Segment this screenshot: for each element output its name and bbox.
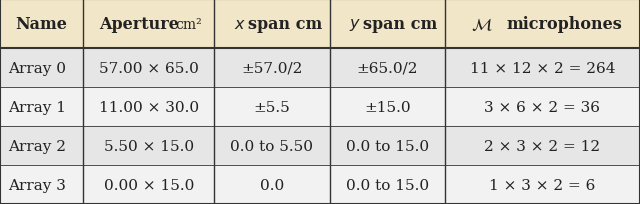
Text: Aperture: Aperture bbox=[99, 16, 179, 33]
Text: 0.00 × 15.0: 0.00 × 15.0 bbox=[104, 178, 194, 192]
Text: 2 × 3 × 2 = 12: 2 × 3 × 2 = 12 bbox=[484, 139, 600, 153]
Text: 0.0 to 5.50: 0.0 to 5.50 bbox=[230, 139, 314, 153]
Bar bbox=[0, 0, 640, 49]
Text: $x$: $x$ bbox=[234, 17, 246, 32]
Text: Array 0: Array 0 bbox=[8, 61, 66, 75]
Bar bbox=[0, 49, 640, 88]
Text: Name: Name bbox=[15, 16, 68, 33]
Text: Array 3: Array 3 bbox=[8, 178, 65, 192]
Text: 11 × 12 × 2 = 264: 11 × 12 × 2 = 264 bbox=[470, 61, 615, 75]
Text: span cm: span cm bbox=[363, 16, 437, 33]
Bar bbox=[0, 88, 640, 126]
Text: ±65.0/2: ±65.0/2 bbox=[356, 61, 418, 75]
Text: $y$: $y$ bbox=[349, 17, 361, 32]
Text: $\mathcal{M}$: $\mathcal{M}$ bbox=[471, 16, 492, 33]
Text: cm²: cm² bbox=[176, 18, 202, 31]
Text: 5.50 × 15.0: 5.50 × 15.0 bbox=[104, 139, 194, 153]
Text: ±15.0: ±15.0 bbox=[364, 100, 410, 114]
Bar bbox=[0, 126, 640, 165]
Text: 0.0 to 15.0: 0.0 to 15.0 bbox=[346, 178, 429, 192]
Text: ±5.5: ±5.5 bbox=[253, 100, 291, 114]
Text: 0.0: 0.0 bbox=[260, 178, 284, 192]
Text: 1 × 3 × 2 = 6: 1 × 3 × 2 = 6 bbox=[489, 178, 596, 192]
Text: microphones: microphones bbox=[507, 16, 623, 33]
Text: 57.00 × 65.0: 57.00 × 65.0 bbox=[99, 61, 199, 75]
Text: 0.0 to 15.0: 0.0 to 15.0 bbox=[346, 139, 429, 153]
Text: ±57.0/2: ±57.0/2 bbox=[241, 61, 303, 75]
Text: 3 × 6 × 2 = 36: 3 × 6 × 2 = 36 bbox=[484, 100, 600, 114]
Text: 11.00 × 30.0: 11.00 × 30.0 bbox=[99, 100, 199, 114]
Text: span cm: span cm bbox=[248, 16, 322, 33]
Bar bbox=[0, 165, 640, 204]
Text: Array 1: Array 1 bbox=[8, 100, 66, 114]
Text: Array 2: Array 2 bbox=[8, 139, 66, 153]
